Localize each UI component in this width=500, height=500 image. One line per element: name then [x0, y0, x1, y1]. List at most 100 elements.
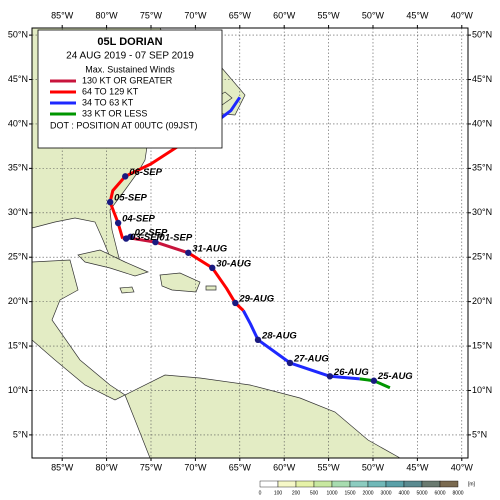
lat-label: 5°N [13, 429, 28, 439]
colorbar-cell [385, 480, 405, 488]
position-dot [254, 336, 262, 344]
lat-label: 25°N [472, 252, 492, 262]
lon-label: 65°W [229, 10, 252, 20]
lon-label: 45°W [406, 462, 429, 472]
date-label: 31-AUG [192, 243, 227, 254]
colorbar-cell [295, 480, 315, 488]
south-america [124, 374, 402, 459]
date-label: 30-AUG [216, 258, 251, 269]
colorbar-cell [331, 480, 351, 488]
colorbar-cell [277, 480, 297, 488]
colorbar-cell [349, 480, 369, 488]
position-dot [185, 249, 192, 256]
colorbar-label: 5000 [416, 490, 427, 496]
lat-label: 50°N [8, 29, 28, 39]
position-dot [209, 264, 216, 272]
colorbar-cell [367, 480, 387, 488]
colorbar-cell [313, 480, 333, 488]
lat-label: 15°N [8, 340, 28, 350]
lon-label: 60°W [273, 10, 296, 20]
lon-label: 80°W [96, 10, 119, 20]
colorbar-label: 6000 [434, 490, 445, 496]
date-label: 03-SEP [130, 232, 163, 243]
lon-label: 55°W [318, 462, 341, 472]
legend-box [37, 29, 223, 149]
lon-label: 85°W [51, 462, 74, 472]
map-frame [31, 27, 469, 459]
colorbar-label: 0 [259, 490, 262, 496]
colorbar-label: 2000 [362, 490, 373, 496]
lat-label: 30°N [8, 207, 28, 217]
position-dot [326, 373, 334, 380]
date-label: 04-SEP [122, 214, 155, 225]
lat-label: 20°N [472, 296, 492, 306]
lon-label: 55°W [318, 10, 341, 20]
date-label: 06-SEP [129, 167, 162, 178]
cuba [77, 249, 150, 277]
colorbar-cell [403, 480, 423, 488]
track-segment [187, 251, 245, 312]
lon-label: 60°W [273, 462, 296, 472]
legend: 05L DORIAN 24 AUG 2019 - 07 SEP 2019 Max… [37, 29, 223, 149]
lat-label: 35°N [472, 163, 492, 173]
colorbar-label: 1000 [326, 490, 337, 496]
date-label: 25-AUG [377, 371, 413, 382]
central-america [31, 259, 126, 401]
lat-label: 25°N [8, 252, 28, 262]
date-label: 27-AUG [293, 353, 329, 364]
elevation-colorbar: 0 100 200 500 1000 1500 2000 3000 4000 5000 6000 80… [259, 480, 476, 496]
lat-label: 20°N [8, 296, 28, 306]
lon-label: 40°W [451, 10, 474, 20]
grid: 85°W 85°W 80°W 80°W 75°W 75°W 70°W 70°W 65°W 65°W… [8, 10, 492, 472]
track-segment [241, 309, 360, 381]
position-dot [106, 198, 114, 206]
colorbar-label: 200 [292, 490, 301, 496]
lon-label: 80°W [96, 462, 119, 472]
date-label: 28-AUG [261, 330, 297, 341]
lon-label: 75°W [140, 462, 163, 472]
lon-label: 40°W [451, 462, 474, 472]
lon-label: 45°W [406, 10, 429, 20]
date-label: 05-SEP [114, 193, 147, 204]
colorbar-cell [259, 480, 279, 488]
track: 25-AUG 26-AUG 27-AUG 28-AUG 29-AUG 30-AUG 31-A… [106, 96, 413, 390]
date-label: 02-SEP [135, 227, 168, 238]
position-dot [152, 238, 159, 246]
lon-label: 50°W [362, 462, 385, 472]
position-dot [286, 359, 294, 367]
period: 24 AUG 2019 - 07 SEP 2019 [66, 51, 194, 62]
lon-label: 75°W [140, 10, 163, 20]
position-dot [114, 219, 122, 227]
colorbar-label: 500 [310, 490, 319, 496]
lon-label: 85°W [51, 10, 74, 20]
date-label: 01-SEP [159, 233, 192, 244]
colorbar-label: 100 [274, 490, 283, 496]
lat-label: 40°N [8, 118, 28, 128]
lat-label: 45°N [472, 74, 492, 84]
legend-label: 33 KT OR LESS [82, 108, 147, 118]
lat-label: 45°N [8, 74, 28, 84]
lat-label: 50°N [472, 29, 492, 39]
lon-label: 65°W [229, 462, 252, 472]
colorbar-label: 8000 [452, 490, 463, 496]
lat-label: 15°N [472, 340, 492, 350]
legend-label: 34 TO 63 KT [82, 97, 134, 107]
lon-label: 70°W [184, 462, 207, 472]
position-dot [122, 235, 130, 242]
lat-label: 35°N [8, 163, 28, 173]
lon-label: 70°W [184, 10, 207, 20]
puerto-rico [205, 285, 217, 291]
date-label: 29-AUG [238, 293, 274, 304]
lat-label: 30°N [472, 207, 492, 217]
position-dot [122, 173, 129, 180]
dot-note: DOT : POSITION AT 00UTC (09JST) [50, 120, 198, 130]
lat-label: 10°N [8, 385, 28, 395]
colorbar-label: 1500 [344, 490, 355, 496]
lat-label: 10°N [472, 385, 492, 395]
jamaica [119, 286, 135, 294]
colorbar-label: 3000 [380, 490, 391, 496]
colorbar-cell [421, 480, 441, 488]
legend-heading: Max. Sustained Winds [85, 64, 175, 74]
